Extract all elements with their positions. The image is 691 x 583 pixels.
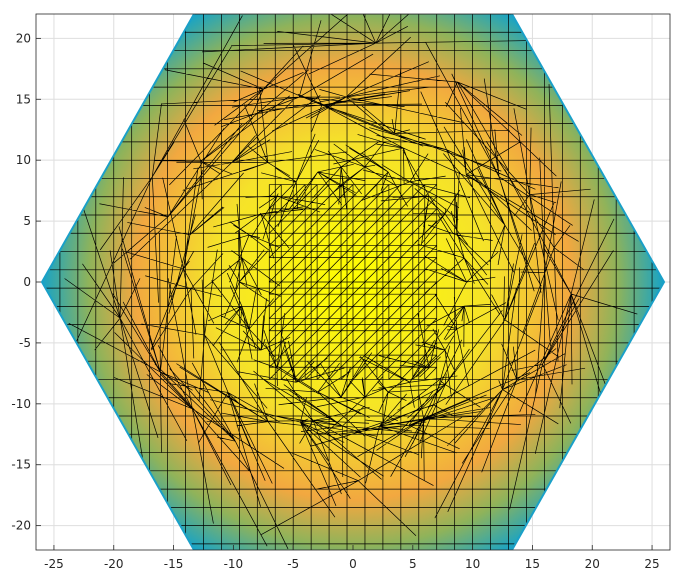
mesh-edges [41,14,665,550]
x-tick-label: 20 [585,557,600,571]
y-tick-label: 5 [23,214,31,228]
y-tick-label: -15 [11,458,31,472]
plot-area [40,14,666,550]
y-tick-label: -5 [19,336,31,350]
y-tick-label: 0 [23,275,31,289]
y-tick-label: -20 [11,519,31,533]
y-tick-label: -10 [11,397,31,411]
y-axis-ticks: -20 -15 -10 -5 0 5 10 15 20 [11,31,41,533]
x-axis-ticks: -25 -20 -15 -10 -5 0 5 10 15 20 25 [44,545,660,571]
x-tick-label: 10 [465,557,480,571]
x-tick-label: -15 [164,557,184,571]
hexagon-boundary [40,14,666,550]
triangle-mesh [41,14,665,550]
y-tick-label: 20 [16,31,31,45]
x-tick-label: -10 [224,557,244,571]
x-tick-label: -5 [287,557,299,571]
x-tick-label: -20 [104,557,124,571]
x-tick-label: 25 [644,557,659,571]
x-tick-label: 0 [349,557,357,571]
x-tick-label: 5 [409,557,417,571]
x-tick-label: -25 [44,557,64,571]
y-tick-label: 15 [16,92,31,106]
y-tick-label: 10 [16,153,31,167]
x-tick-label: 15 [525,557,540,571]
